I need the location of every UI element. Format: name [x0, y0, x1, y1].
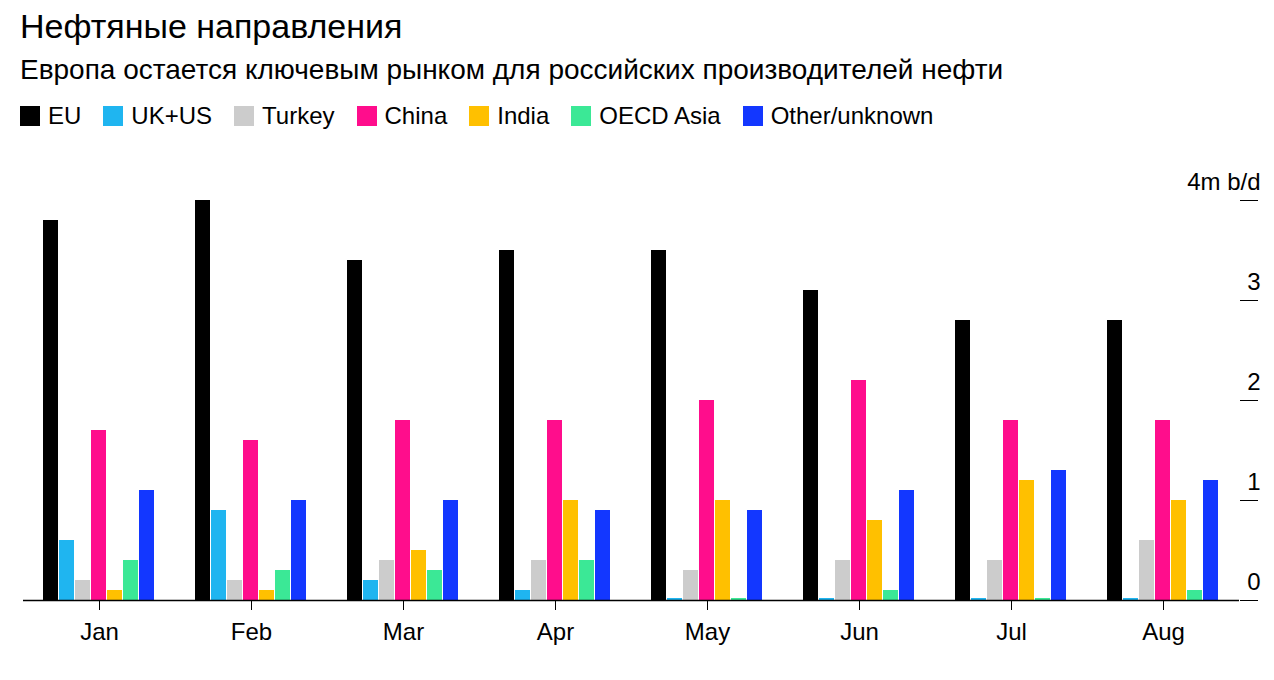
html-text:EU: EU	[48, 102, 82, 129]
svg-text:Mar: Mar	[383, 618, 424, 645]
html-text:Европа остается ключевым рынко: Европа остается ключевым рынком для росс…	[20, 54, 1004, 85]
svg-text:3: 3	[1247, 268, 1260, 295]
svg-text:4m b/d: 4m b/d	[1187, 168, 1260, 195]
svg-text:1: 1	[1247, 468, 1260, 495]
html-text:Turkey: Turkey	[262, 102, 335, 129]
svg-text:Aug: Aug	[1142, 618, 1185, 645]
html-text:India: India	[497, 102, 550, 129]
html-text:UK+US: UK+US	[131, 102, 212, 129]
svg-text:0: 0	[1247, 568, 1260, 595]
html-text:Нефтяные направления: Нефтяные направления	[20, 7, 403, 45]
svg-text:Jun: Jun	[840, 618, 879, 645]
svg-text:May: May	[685, 618, 730, 645]
svg-text:Apr: Apr	[537, 618, 574, 645]
svg-text:Jan: Jan	[80, 618, 119, 645]
html-text:Other/unknown: Other/unknown	[770, 102, 934, 129]
html-text:China: China	[384, 102, 448, 129]
svg-text:Feb: Feb	[231, 618, 272, 645]
svg-text:2: 2	[1247, 368, 1260, 395]
html-text:OECD Asia: OECD Asia	[599, 102, 721, 129]
svg-text:Jul: Jul	[996, 618, 1027, 645]
